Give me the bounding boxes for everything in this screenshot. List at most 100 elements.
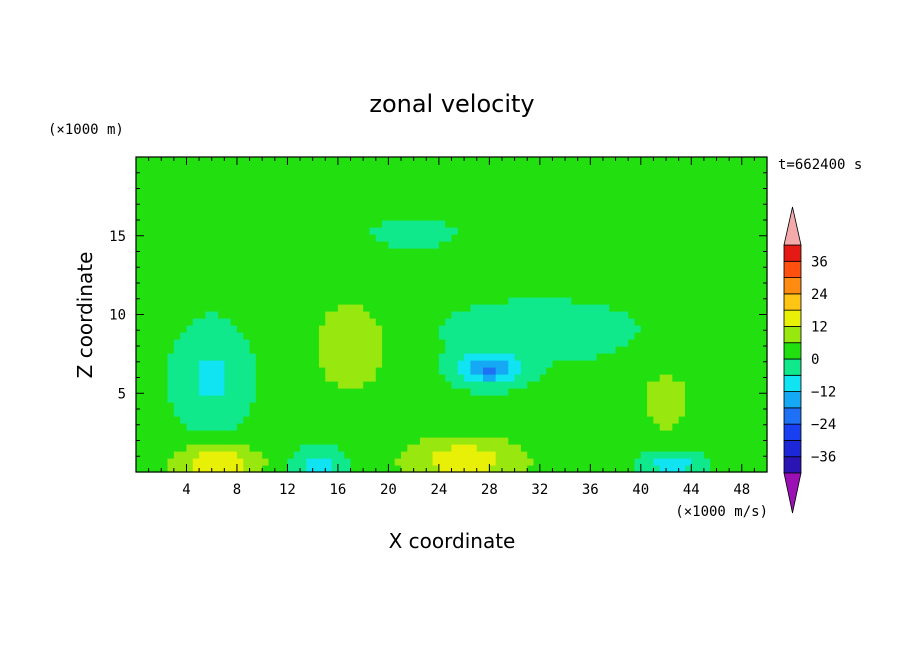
field-cell bbox=[300, 374, 307, 382]
field-cell bbox=[136, 206, 143, 214]
field-cell bbox=[590, 451, 598, 459]
field-cell bbox=[684, 220, 692, 228]
field-cell bbox=[653, 374, 661, 382]
field-cell bbox=[659, 311, 667, 319]
field-cell bbox=[363, 297, 371, 305]
field-cell bbox=[476, 423, 484, 431]
field-cell bbox=[142, 227, 150, 235]
field-cell bbox=[514, 332, 522, 340]
field-cell bbox=[281, 241, 289, 249]
field-cell bbox=[659, 241, 667, 249]
field-cell bbox=[445, 220, 453, 228]
field-cell bbox=[218, 262, 225, 270]
field-cell bbox=[508, 248, 516, 256]
field-cell bbox=[659, 437, 667, 445]
field-cell bbox=[666, 465, 673, 473]
field-cell bbox=[483, 325, 490, 333]
field-cell bbox=[318, 395, 326, 403]
field-cell bbox=[653, 353, 661, 361]
field-cell bbox=[539, 367, 547, 375]
field-cell bbox=[609, 367, 617, 375]
field-cell bbox=[218, 304, 225, 312]
field-cell bbox=[735, 402, 743, 410]
field-cell bbox=[464, 437, 472, 445]
field-cell bbox=[539, 444, 547, 452]
field-cell bbox=[186, 367, 194, 375]
field-cell bbox=[142, 234, 150, 242]
field-cell bbox=[596, 353, 604, 361]
field-cell bbox=[457, 227, 465, 235]
field-cell bbox=[590, 381, 598, 389]
field-cell bbox=[369, 157, 377, 165]
field-cell bbox=[173, 437, 181, 445]
field-cell bbox=[394, 262, 402, 270]
field-cell bbox=[533, 374, 541, 382]
field-cell bbox=[602, 269, 610, 277]
field-cell bbox=[501, 199, 509, 207]
field-cell bbox=[508, 437, 516, 445]
field-cell bbox=[243, 423, 251, 431]
field-cell bbox=[596, 451, 604, 459]
field-cell bbox=[274, 388, 282, 396]
field-cell bbox=[483, 423, 490, 431]
field-cell bbox=[678, 157, 686, 165]
field-cell bbox=[445, 465, 453, 473]
field-cell bbox=[438, 255, 446, 263]
field-cell bbox=[596, 360, 604, 368]
field-cell bbox=[710, 388, 718, 396]
field-cell bbox=[628, 206, 636, 214]
field-cell bbox=[394, 458, 402, 466]
field-cell bbox=[337, 206, 345, 214]
field-cell bbox=[180, 339, 188, 347]
field-cell bbox=[628, 227, 636, 235]
y-tick-label: 15 bbox=[109, 229, 126, 245]
field-cell bbox=[489, 388, 497, 396]
field-cell bbox=[754, 269, 762, 277]
field-cell bbox=[647, 290, 655, 298]
field-cell bbox=[565, 374, 572, 382]
field-cell bbox=[148, 311, 156, 319]
field-cell bbox=[501, 402, 509, 410]
field-cell bbox=[495, 395, 503, 403]
field-cell bbox=[312, 304, 320, 312]
field-cell bbox=[565, 325, 572, 333]
field-cell bbox=[691, 430, 699, 438]
field-cell bbox=[546, 206, 554, 214]
field-cell bbox=[508, 346, 516, 354]
field-cell bbox=[590, 241, 598, 249]
field-cell bbox=[520, 388, 528, 396]
field-cell bbox=[621, 430, 629, 438]
field-cell bbox=[438, 430, 446, 438]
field-cell bbox=[640, 360, 648, 368]
field-cell bbox=[407, 325, 415, 333]
field-cell bbox=[337, 318, 345, 326]
field-cell bbox=[268, 388, 276, 396]
field-cell bbox=[199, 199, 207, 207]
field-cell bbox=[445, 360, 453, 368]
field-cell bbox=[647, 269, 655, 277]
field-cell bbox=[180, 367, 188, 375]
field-cell bbox=[394, 227, 402, 235]
field-cell bbox=[211, 234, 219, 242]
field-cell bbox=[748, 318, 755, 326]
field-cell bbox=[558, 311, 566, 319]
field-cell bbox=[192, 157, 200, 165]
field-cell bbox=[546, 367, 554, 375]
field-cell bbox=[445, 192, 453, 200]
field-cell bbox=[388, 290, 396, 298]
field-cell bbox=[628, 164, 636, 172]
field-cell bbox=[678, 213, 686, 221]
field-cell bbox=[218, 332, 225, 340]
field-cell bbox=[401, 346, 408, 354]
field-cell bbox=[419, 465, 427, 473]
field-cell bbox=[565, 388, 572, 396]
field-cell bbox=[565, 318, 572, 326]
field-cell bbox=[249, 416, 257, 424]
field-cell bbox=[577, 311, 585, 319]
field-cell bbox=[748, 353, 755, 361]
field-cell bbox=[218, 157, 225, 165]
field-cell bbox=[268, 276, 276, 284]
field-cell bbox=[640, 297, 648, 305]
field-cell bbox=[691, 458, 699, 466]
colorbar-label: 12 bbox=[811, 319, 828, 335]
